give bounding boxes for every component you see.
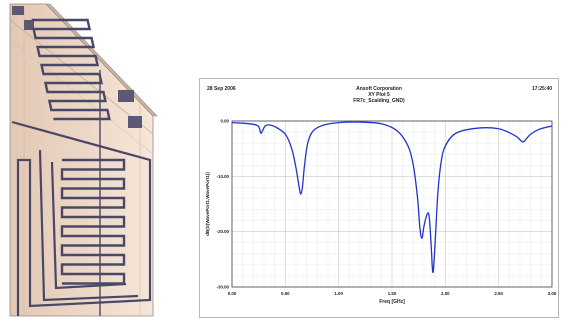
x-tick-label: 1.00 (334, 291, 343, 296)
x-tick-label: 1.50 (388, 291, 397, 296)
plot-frame (231, 120, 553, 288)
antenna-3d-view (9, 3, 158, 317)
plot-time: 17:25:40 (531, 86, 552, 92)
meander-line (31, 18, 126, 285)
plot-design-name: FR7c_Scalding_GND) (353, 98, 405, 104)
corner-block (24, 20, 34, 30)
y-tick-label: -10.00 (217, 174, 230, 179)
board-side-face (45, 3, 158, 117)
corner-block (128, 116, 142, 128)
y-tick-label: 0.00 (220, 119, 229, 124)
series-line (231, 121, 553, 274)
x-tick-label: 0.50 (281, 291, 290, 296)
corner-block (12, 6, 24, 15)
xy-plot-panel: 28 Sep 2006 Ansoft Corporation XY Plot 5… (199, 78, 559, 318)
plot-name: XY Plot 5 (368, 92, 390, 98)
plot-company: Ansoft Corporation (356, 86, 402, 92)
plot-area: 0.00 0.50 1.00 1.50 2.00 2.50 3.00 0.00 -10.00 -2… (205, 119, 557, 306)
corner-block (118, 90, 134, 102)
ground-loop (11, 120, 152, 316)
x-tick-label: 3.00 (548, 291, 557, 296)
board-edge (9, 19, 154, 135)
plot-date: 28 Sep 2006 (207, 86, 236, 92)
x-tick-label: 0.00 (228, 291, 237, 296)
plot-grid (231, 120, 553, 288)
y-axis-label: dB(S(WavePort1,WavePort1)) (205, 172, 210, 236)
x-axis-label: Freq [GHz] (379, 299, 405, 305)
tick-labels: 0.00 0.50 1.00 1.50 2.00 2.50 3.00 0.00 -10.00 -2… (217, 119, 557, 297)
x-tick-label: 2.00 (441, 291, 450, 296)
meander-segment (31, 18, 111, 121)
y-tick-label: -30.00 (217, 285, 230, 290)
y-tick-label: -20.00 (217, 229, 230, 234)
meander-segment (60, 158, 126, 285)
x-tick-label: 2.50 (494, 291, 503, 296)
board-edge (9, 39, 154, 155)
